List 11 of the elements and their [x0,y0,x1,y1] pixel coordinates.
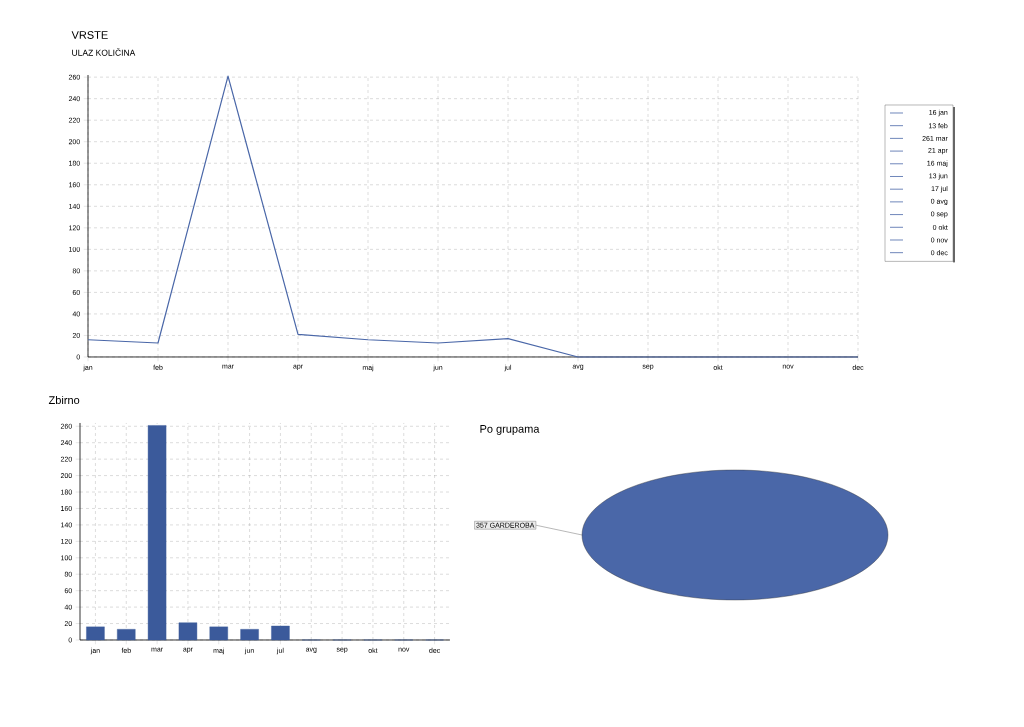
chart-title: Zbirno [48,395,80,405]
bar [240,629,259,641]
bar [147,425,167,641]
chart-title: Po grupama [480,425,540,435]
bar [209,626,228,641]
bar [178,622,198,641]
bar [271,625,290,641]
chart-subtitle: ULAZ KOLIČINA [72,48,136,56]
bar [86,626,105,641]
chart-title: VRSTE [71,31,108,39]
bar [117,629,136,641]
